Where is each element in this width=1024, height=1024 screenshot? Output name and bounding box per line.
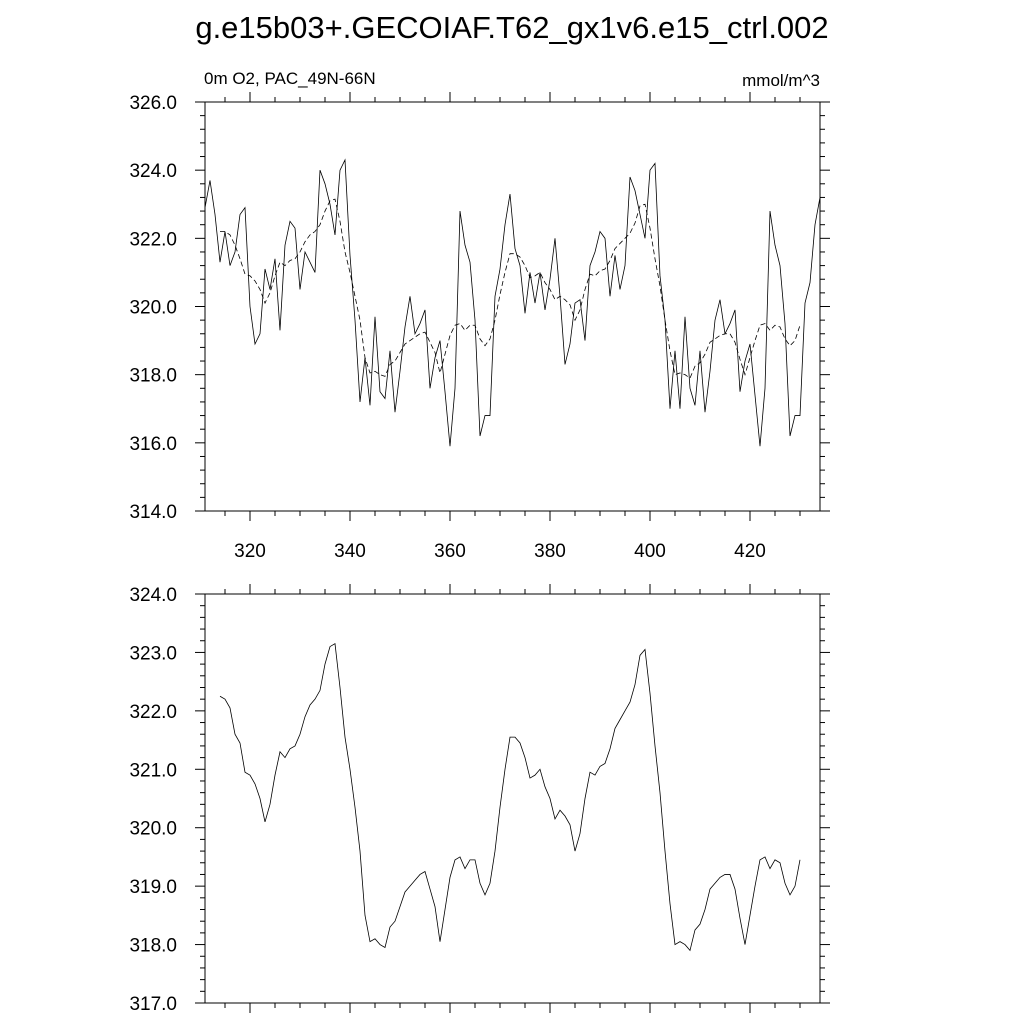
top-panel-ticks: [195, 92, 830, 521]
bottom-panel-y-tick-label: 318.0: [129, 936, 177, 957]
top-panel-y-tick-label: 326.0: [129, 93, 177, 114]
bottom-panel-y-tick-label: 324.0: [129, 585, 177, 606]
top-panel-y-tick-label: 318.0: [129, 366, 177, 387]
top-panel-x-tick-label: 360: [434, 541, 466, 562]
top-panel-x-tick-label: 340: [334, 541, 366, 562]
top-panel-x-tick-label: 420: [734, 541, 766, 562]
bottom-panel-frame: [204, 593, 821, 1004]
bottom-panel-series: [219, 643, 801, 952]
top-panel-x-tick-label: 400: [634, 541, 666, 562]
bottom-panel-y-tick-label: 323.0: [129, 643, 177, 664]
bottom-panel-y-tick-labels: 317.0 318.0 319.0 320.0 321.0 322.0 323.0 324.0: [129, 585, 177, 1015]
top-panel-frame: [204, 101, 821, 512]
top-panel-left-label: 0m O2, PAC_49N-66N: [204, 69, 376, 88]
bottom-panel-series-solid-line: [219, 643, 801, 952]
top-panel-x-tick-label: 320: [234, 541, 266, 562]
bottom-panel: 317.0 318.0 319.0 320.0 321.0 322.0 323.0 324.0: [129, 584, 830, 1015]
chart-title: g.e15b03+.GECOIAF.T62_gx1v6.e15_ctrl.002: [195, 10, 828, 45]
top-panel-y-tick-label: 314.0: [129, 502, 177, 523]
bottom-panel-y-tick-label: 320.0: [129, 819, 177, 840]
bottom-panel-y-tick-label: 319.0: [129, 877, 177, 898]
top-panel-series: [204, 158, 821, 447]
top-panel-y-tick-label: 324.0: [129, 161, 177, 182]
bottom-panel-y-tick-label: 322.0: [129, 702, 177, 723]
bottom-panel-ticks: [195, 584, 830, 1013]
top-panel-y-tick-labels: 314.0 316.0 318.0 320.0 322.0 324.0 326.0: [129, 93, 177, 523]
bottom-panel-y-tick-label: 321.0: [129, 760, 177, 781]
top-panel-x-tick-label: 380: [534, 541, 566, 562]
top-panel-x-tick-labels: 320 340 360 380 400 420: [234, 541, 766, 562]
top-panel-right-label: mmol/m^3: [742, 71, 820, 90]
top-panel-y-tick-label: 322.0: [129, 229, 177, 250]
top-panel-y-tick-label: 320.0: [129, 298, 177, 319]
top-panel-series-dashed-line: [220, 198, 801, 379]
bottom-panel-y-tick-label: 317.0: [129, 994, 177, 1015]
top-panel-y-tick-label: 316.0: [129, 434, 177, 455]
top-panel-series-solid-line: [204, 158, 821, 447]
